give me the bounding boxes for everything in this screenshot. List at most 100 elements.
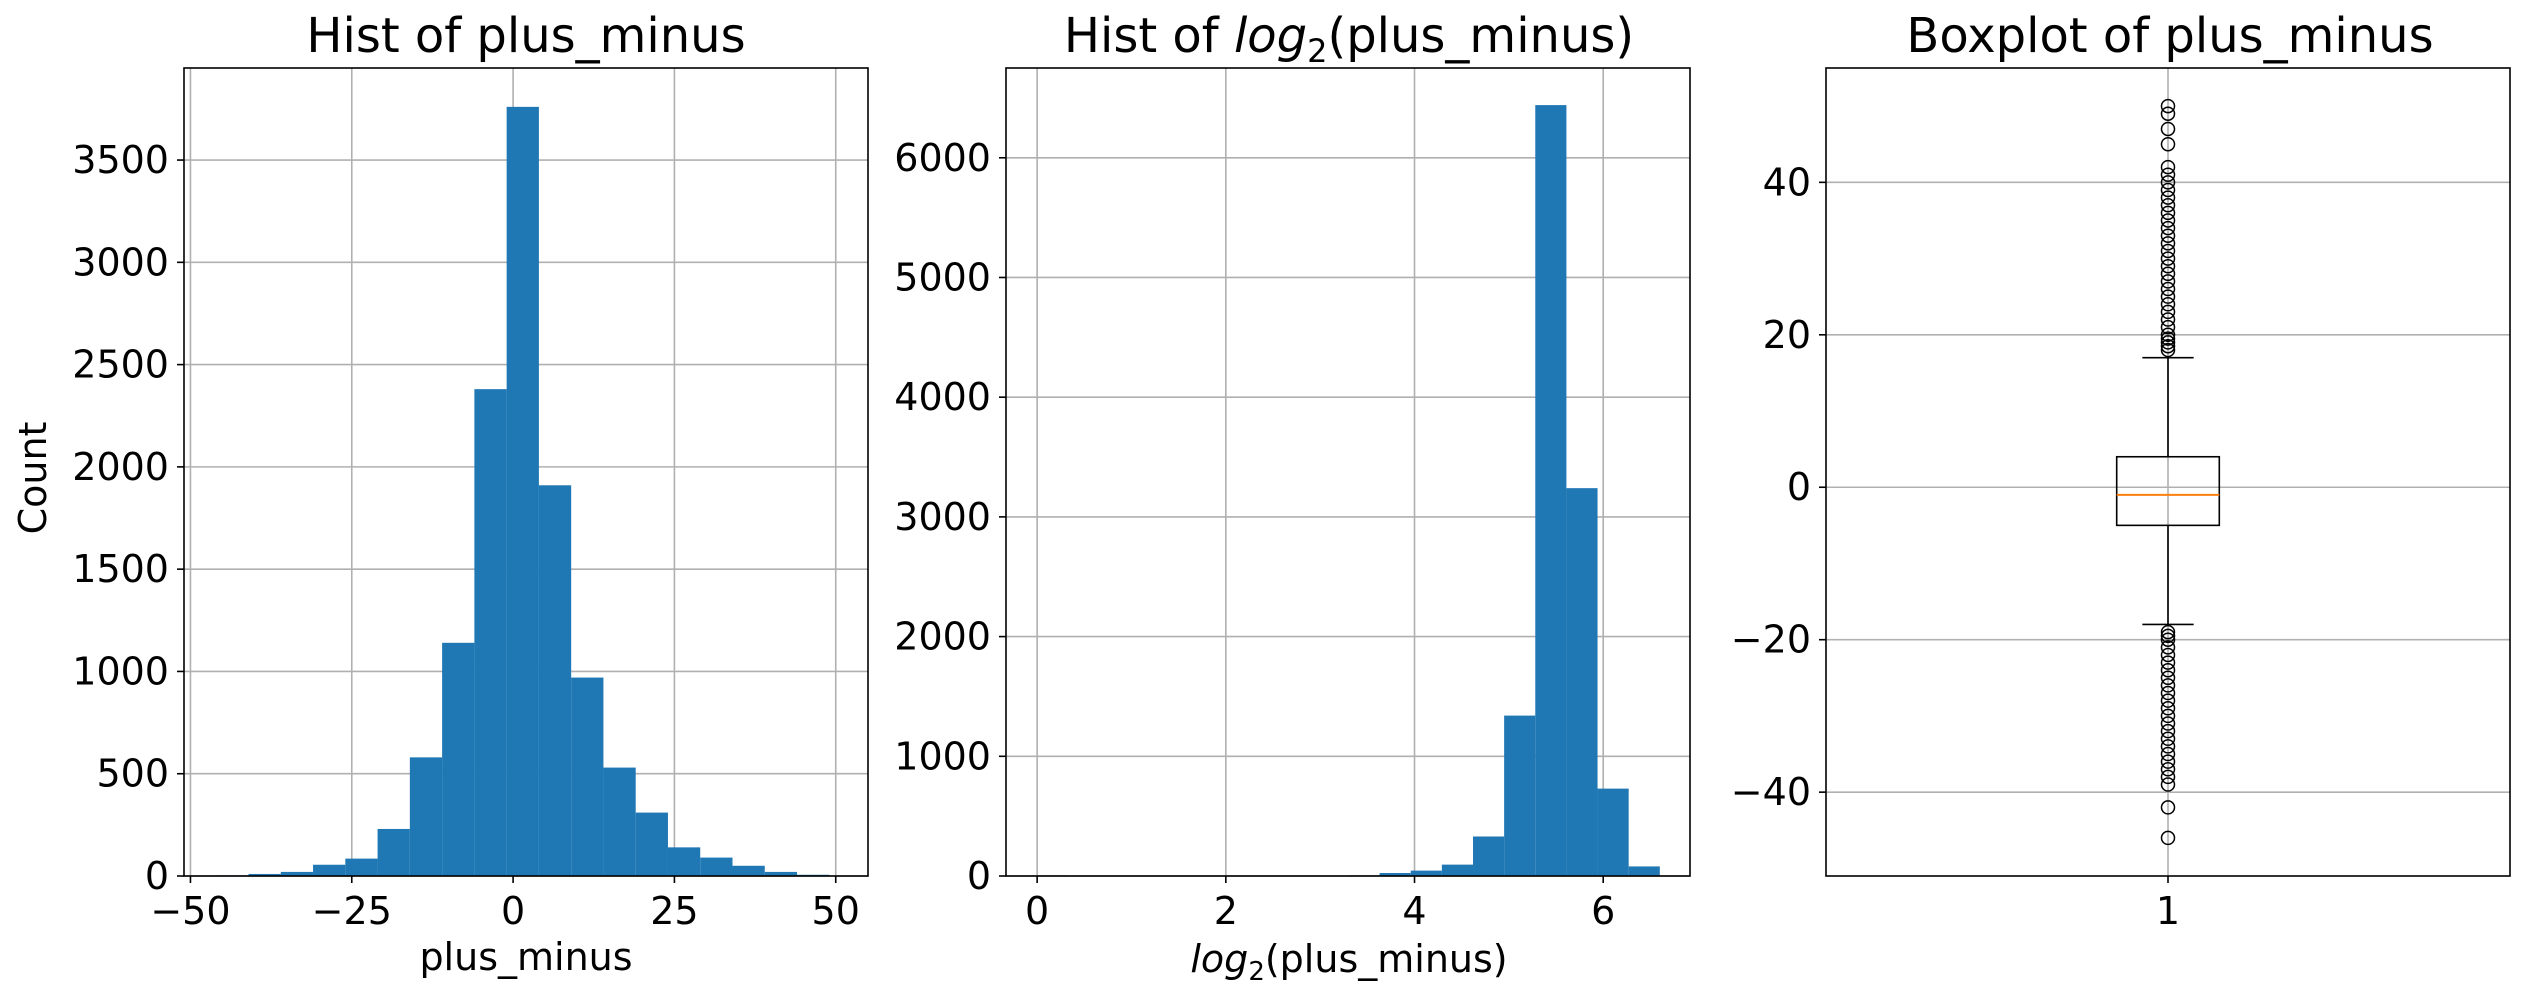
x-tick-label: 0 [1025, 889, 1049, 933]
y-tick-label: 1000 [72, 649, 169, 693]
y-tick-label: 6000 [894, 136, 991, 180]
y-tick-label: 1000 [894, 734, 991, 778]
histogram-bar [1597, 788, 1629, 876]
ticks: 0 2 4 6 0 1000 2000 3000 4000 5000 6000 [894, 136, 1615, 933]
outlier-point [2160, 297, 2176, 312]
outlier-point [2160, 628, 2176, 644]
outlier-point [2160, 685, 2176, 701]
outlier-point [2160, 716, 2176, 731]
histogram-bar [1566, 488, 1598, 876]
outlier-point [2160, 662, 2176, 678]
histogram-bar [764, 871, 798, 876]
outlier-point [2160, 228, 2176, 243]
y-axis-label: Count [11, 422, 55, 535]
outlier-point [2160, 175, 2176, 190]
outlier-point [2160, 632, 2176, 647]
outlier-point [2160, 167, 2176, 182]
x-axis-label: log2(plus_minus) [1190, 937, 1507, 987]
histogram-bar [603, 767, 636, 876]
axes-frame [183, 67, 869, 877]
outlier-point [2160, 678, 2176, 693]
y-tick-label: −20 [1731, 618, 1811, 662]
outlier-point [2160, 708, 2176, 724]
outlier-point [2160, 342, 2176, 358]
x-tick-label: 2 [1214, 889, 1238, 933]
histogram-bar [1628, 866, 1660, 876]
outlier-point [2160, 701, 2176, 716]
histogram-bar [1379, 873, 1411, 876]
outlier-point [2160, 723, 2176, 739]
y-tick-label: 40 [1763, 160, 1811, 204]
outlier-point [2160, 266, 2176, 282]
y-tick-label: 500 [96, 752, 169, 796]
panel-hist-plus-minus: Hist of plus_minus −50 −25 0 25 500500100015… [11, 8, 869, 979]
y-tick-label: 3500 [72, 138, 169, 182]
outlier-point [2160, 304, 2176, 320]
y-tick-label: 3000 [894, 495, 991, 539]
outlier-point [2160, 319, 2176, 335]
chart-title: Hist of log2(plus_minus) [1064, 8, 1634, 70]
outlier-point [2160, 331, 2176, 346]
histogram-bar [442, 642, 475, 876]
outlier-point [2160, 213, 2176, 228]
histogram-bar [313, 864, 346, 876]
outlier-point [2160, 182, 2176, 198]
histogram-bar [635, 812, 668, 876]
bars [216, 106, 830, 876]
histogram-bar [248, 873, 281, 876]
outlier-point [2160, 274, 2176, 289]
y-tick-label: 2500 [72, 343, 169, 387]
outlier-point [2160, 624, 2176, 640]
histogram-bar [1504, 715, 1536, 876]
histogram-bar [474, 389, 507, 876]
histogram-bar [1535, 105, 1567, 876]
outlier-point [2160, 159, 2176, 175]
x-tick-label: −50 [150, 889, 230, 933]
histogram-bar [506, 106, 539, 876]
histogram-bar [1473, 836, 1505, 876]
outlier-point [2160, 281, 2176, 297]
bars [1037, 105, 1660, 876]
histogram-bar [1410, 870, 1442, 876]
x-tick-label: 25 [650, 889, 698, 933]
outlier-point [2160, 739, 2176, 754]
outlier-point [2160, 754, 2176, 769]
outlier-point [2160, 190, 2176, 205]
panel-boxplot: Boxplot of plus_minus 1 −40 −20 0 20 40 [1731, 8, 2511, 933]
y-tick-label: 3000 [72, 240, 169, 284]
x-tick-label: 50 [812, 889, 860, 933]
histogram-bar [700, 857, 733, 876]
histogram-bar [345, 858, 378, 876]
x-tick-label: 0 [501, 889, 525, 933]
boxplot [2115, 98, 2221, 846]
outlier-point [2160, 220, 2176, 236]
histogram-bar [667, 847, 701, 876]
histogram-bar [280, 871, 314, 876]
outlier-point [2160, 197, 2176, 213]
outlier-point [2160, 670, 2176, 686]
y-tick-label: 0 [1787, 465, 1811, 509]
histogram-bar [1441, 864, 1474, 876]
outlier-point [2160, 655, 2176, 670]
outlier-point [2160, 335, 2176, 350]
outlier-point [2160, 762, 2176, 777]
outlier-point [2160, 800, 2176, 815]
outlier-point [2160, 136, 2176, 152]
y-tick-label: 20 [1763, 313, 1811, 357]
iqr-box [2115, 455, 2221, 527]
outlier-point [2160, 777, 2176, 792]
outlier-point [2160, 338, 2176, 354]
outlier-point [2160, 205, 2176, 221]
outlier-point [2160, 830, 2176, 846]
outlier-point [2160, 98, 2176, 114]
x-axis-label: plus_minus [419, 935, 632, 979]
x-tick-label: 4 [1402, 889, 1426, 933]
x-tick-label: 6 [1591, 889, 1615, 933]
outlier-point [2160, 647, 2176, 663]
outlier-point [2160, 258, 2176, 274]
chart-title: Hist of plus_minus [306, 8, 745, 64]
y-tick-label: 2000 [894, 615, 991, 659]
chart-title: Boxplot of plus_minus [1906, 8, 2433, 64]
